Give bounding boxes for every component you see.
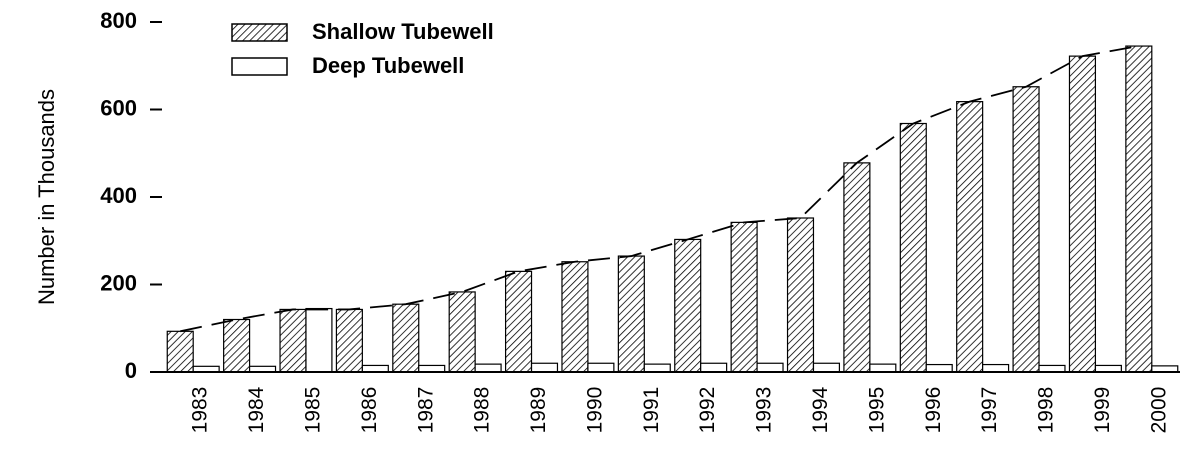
x-tick-label: 1990 <box>583 387 606 434</box>
bar <box>279 308 307 373</box>
bar <box>223 318 251 373</box>
x-tick-label: 1997 <box>978 387 1001 434</box>
bar <box>843 162 871 373</box>
x-tick-label: 1984 <box>245 386 268 433</box>
bar <box>166 330 194 373</box>
bar <box>561 261 589 373</box>
bar <box>617 255 645 373</box>
bar <box>674 238 702 373</box>
bar <box>982 363 1010 373</box>
x-tick-label: 1993 <box>753 387 776 434</box>
bar <box>786 217 815 373</box>
bar <box>643 363 671 373</box>
trend-line <box>180 45 1139 333</box>
legend-label: Shallow Tubewell <box>312 19 494 44</box>
x-tick-label: 1996 <box>922 387 945 434</box>
x-tick-label: 2000 <box>1147 387 1170 434</box>
x-tick-label: 1992 <box>696 387 719 434</box>
bar <box>587 362 615 373</box>
x-tick-label: 1989 <box>527 387 550 434</box>
bar <box>1125 45 1153 373</box>
y-tick-label: 400 <box>100 183 137 208</box>
bar <box>530 362 559 373</box>
y-tick-label: 0 <box>125 358 137 383</box>
x-tick-label: 1985 <box>302 387 325 434</box>
x-tick-label: 1995 <box>865 387 888 434</box>
bar <box>335 308 363 373</box>
bar <box>869 363 897 373</box>
x-tick-label: 1987 <box>414 387 437 434</box>
legend-swatch <box>231 57 288 76</box>
x-tick-label: 1998 <box>1035 387 1058 434</box>
bar <box>756 362 784 373</box>
bar <box>1012 86 1040 373</box>
legend-swatch <box>231 23 288 42</box>
y-tick-label: 200 <box>100 270 137 295</box>
bar <box>504 270 533 373</box>
x-tick-label: 1994 <box>809 386 832 433</box>
bar <box>899 122 927 373</box>
bar <box>448 291 476 373</box>
x-tick-label: 1988 <box>471 387 494 434</box>
bar <box>474 363 502 373</box>
bar <box>925 363 953 373</box>
y-tick-label: 600 <box>100 95 137 120</box>
x-tick-label: 1991 <box>640 387 663 434</box>
x-tick-label: 1983 <box>189 387 212 434</box>
y-tick-label: 800 <box>100 8 137 33</box>
bar <box>812 362 841 373</box>
bar <box>700 362 728 373</box>
y-axis-label: Number in Thousands <box>34 89 59 305</box>
bar <box>392 303 420 373</box>
bar <box>730 221 758 373</box>
x-tick-label: 1986 <box>358 387 381 434</box>
bar <box>956 101 984 373</box>
bar <box>305 307 333 373</box>
legend-label: Deep Tubewell <box>312 53 464 78</box>
bar <box>1068 55 1097 373</box>
x-tick-label: 1999 <box>1091 387 1114 434</box>
